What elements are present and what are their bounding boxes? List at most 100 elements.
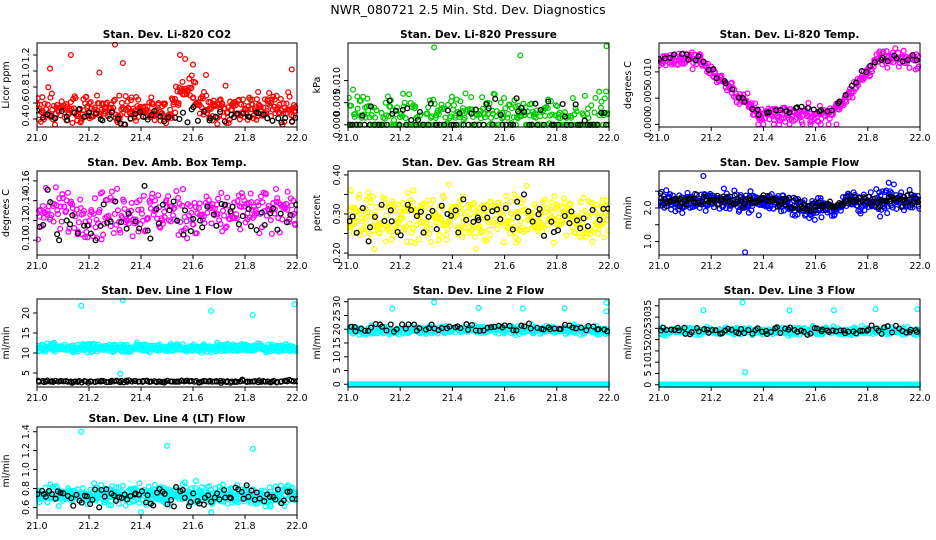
x-tick-label: 21.0 bbox=[337, 261, 358, 272]
panel-title: Stan. Dev. Amb. Box Temp. bbox=[87, 157, 246, 169]
data-point bbox=[584, 105, 592, 112]
data-point bbox=[572, 105, 579, 112]
data-point bbox=[909, 52, 916, 59]
data-point bbox=[505, 110, 512, 117]
x-tick-label: 21.6 bbox=[494, 133, 515, 144]
data-point bbox=[238, 101, 245, 108]
data-point bbox=[369, 193, 376, 200]
data-point bbox=[801, 201, 808, 208]
data-point bbox=[714, 192, 721, 199]
data-point bbox=[391, 202, 399, 209]
x-tick-label: 21.4 bbox=[442, 261, 463, 272]
data-point bbox=[283, 100, 290, 107]
data-point bbox=[443, 236, 450, 243]
data-point bbox=[514, 210, 521, 217]
data-point bbox=[136, 108, 144, 115]
y-axis-label: degrees C bbox=[623, 61, 634, 109]
y-tick-label: 0.010 bbox=[643, 58, 654, 85]
series-overlay bbox=[36, 104, 298, 128]
x-tick-label: 21.8 bbox=[546, 261, 567, 272]
data-point bbox=[479, 94, 486, 101]
data-point bbox=[889, 204, 896, 211]
data-point bbox=[401, 99, 408, 106]
data-point bbox=[429, 207, 436, 214]
data-point bbox=[72, 213, 79, 220]
data-point bbox=[367, 324, 375, 331]
data-point bbox=[603, 299, 610, 306]
data-point bbox=[540, 326, 547, 333]
data-point bbox=[148, 112, 155, 119]
data-point bbox=[223, 223, 230, 230]
data-point bbox=[198, 104, 205, 111]
series-dense bbox=[36, 184, 298, 243]
data-point bbox=[809, 197, 816, 205]
data-point bbox=[490, 222, 497, 229]
y-axis-label: kPa bbox=[312, 77, 323, 94]
data-point bbox=[457, 98, 464, 105]
data-point bbox=[112, 198, 119, 205]
data-point bbox=[453, 204, 460, 211]
data-points bbox=[347, 299, 610, 388]
data-point bbox=[561, 113, 569, 120]
data-point bbox=[399, 199, 406, 206]
x-tick-label: 21.6 bbox=[805, 133, 826, 144]
data-point bbox=[475, 304, 482, 311]
data-point bbox=[805, 99, 812, 106]
y-tick-label: 0.14 bbox=[21, 190, 32, 211]
x-tick-label: 21.0 bbox=[26, 393, 47, 404]
x-tick-label: 21.2 bbox=[701, 261, 722, 272]
data-point bbox=[497, 111, 504, 119]
data-point bbox=[853, 79, 860, 86]
panel-title: Stan. Dev. Line 2 Flow bbox=[413, 285, 545, 297]
data-point bbox=[544, 105, 551, 112]
data-point bbox=[114, 207, 122, 214]
data-point bbox=[253, 96, 260, 103]
data-point bbox=[274, 195, 281, 202]
data-point bbox=[475, 217, 482, 224]
data-point bbox=[541, 196, 548, 203]
data-point bbox=[589, 206, 596, 214]
data-point bbox=[568, 208, 575, 215]
data-point bbox=[754, 106, 761, 113]
data-point bbox=[153, 205, 160, 212]
data-point bbox=[604, 110, 610, 117]
data-point bbox=[737, 194, 744, 201]
data-point bbox=[596, 216, 603, 223]
data-point bbox=[161, 208, 168, 215]
data-point bbox=[102, 108, 109, 115]
data-point bbox=[266, 89, 273, 97]
plot-frame bbox=[347, 298, 610, 388]
data-point bbox=[212, 113, 219, 120]
data-point bbox=[468, 321, 476, 329]
data-point bbox=[93, 110, 100, 117]
data-point bbox=[548, 199, 555, 206]
data-point bbox=[494, 226, 501, 233]
data-point bbox=[387, 321, 394, 328]
data-point bbox=[601, 95, 608, 102]
data-point bbox=[722, 80, 729, 87]
y-tick-label: 25 bbox=[332, 309, 343, 321]
data-point bbox=[277, 210, 284, 217]
data-point bbox=[500, 212, 507, 219]
data-point bbox=[480, 205, 488, 212]
data-point bbox=[464, 208, 471, 215]
data-point bbox=[515, 237, 522, 244]
data-point bbox=[744, 90, 751, 97]
data-point bbox=[460, 196, 467, 203]
data-point bbox=[752, 100, 759, 107]
data-point bbox=[567, 201, 574, 208]
data-point bbox=[184, 235, 191, 242]
data-point bbox=[410, 187, 417, 194]
data-point bbox=[569, 224, 576, 231]
series-overlay bbox=[348, 320, 610, 335]
data-point bbox=[176, 115, 183, 123]
series-baseline bbox=[658, 381, 921, 388]
data-point bbox=[67, 51, 74, 59]
data-points bbox=[658, 299, 921, 388]
data-point bbox=[504, 114, 511, 121]
series-dense bbox=[347, 86, 610, 128]
data-point bbox=[416, 325, 423, 332]
data-point bbox=[420, 200, 428, 207]
data-point bbox=[264, 378, 271, 385]
